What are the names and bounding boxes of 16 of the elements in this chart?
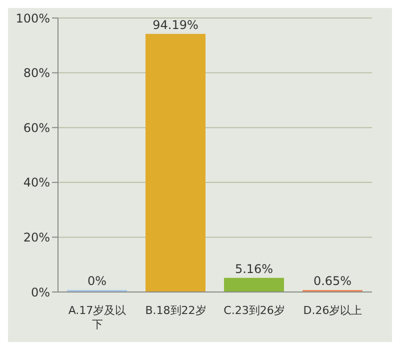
x-tick-label: A.17岁及以下 bbox=[68, 304, 126, 331]
y-tick-label: 60% bbox=[23, 120, 50, 135]
x-tick-label: B.18到22岁 bbox=[145, 304, 206, 317]
y-tick-label: 0% bbox=[30, 285, 50, 300]
x-tick-label: D.26岁以上 bbox=[303, 304, 362, 317]
y-tick-label: 20% bbox=[23, 230, 50, 244]
data-label: 94.19% bbox=[152, 18, 198, 32]
data-label: 0.65% bbox=[313, 274, 352, 288]
y-tick-label: 80% bbox=[23, 66, 50, 80]
y-tick-label: 40% bbox=[23, 176, 50, 190]
x-tick-label: C.23到26岁 bbox=[224, 304, 285, 317]
bar bbox=[224, 278, 284, 292]
data-label: 0% bbox=[87, 274, 107, 288]
data-label: 5.16% bbox=[234, 262, 274, 276]
bar bbox=[146, 34, 206, 292]
y-tick-label: 100% bbox=[16, 11, 50, 26]
